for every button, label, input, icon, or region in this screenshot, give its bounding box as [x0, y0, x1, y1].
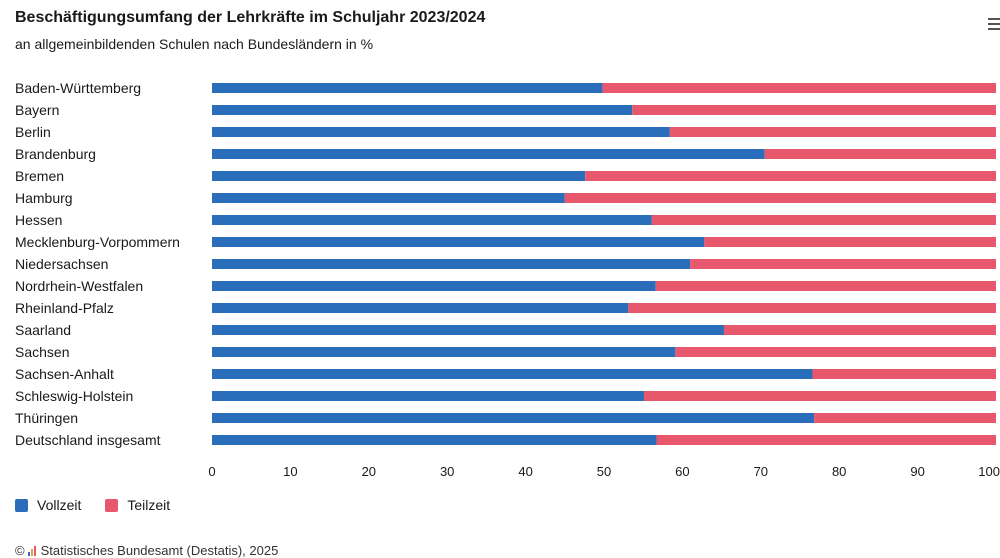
category-label-niedersachsen: Niedersachsen — [15, 256, 108, 272]
x-tick-label: 40 — [518, 464, 532, 479]
bar-vollzeit-sachsen-anhalt[interactable] — [212, 369, 813, 379]
bar-vollzeit-hamburg[interactable] — [212, 193, 565, 203]
legend-label-teilzeit: Teilzeit — [127, 497, 171, 513]
category-label-thueringen: Thüringen — [15, 410, 78, 426]
legend-swatch-vollzeit — [15, 498, 28, 512]
menu-line — [988, 18, 1000, 20]
destatis-logo-icon — [27, 545, 37, 556]
bar-vollzeit-rheinland-pfalz[interactable] — [212, 303, 629, 313]
x-tick-label: 50 — [597, 464, 611, 479]
category-label-baden-wuerttemberg: Baden-Württemberg — [15, 80, 141, 96]
bar-vollzeit-sachsen[interactable] — [212, 347, 676, 357]
category-label-rheinland-pfalz: Rheinland-Pfalz — [15, 300, 114, 316]
category-label-nordrhein-westfalen: Nordrhein-Westfalen — [15, 278, 143, 294]
bar-vollzeit-brandenburg[interactable] — [212, 149, 765, 159]
x-tick-label: 10 — [283, 464, 297, 479]
category-label-mecklenburg-vorpommern: Mecklenburg-Vorpommern — [15, 234, 180, 250]
bar-teilzeit-schleswig-holstein[interactable] — [643, 391, 996, 401]
source-credit: © Statistisches Bundesamt (Destatis), 20… — [15, 543, 278, 558]
bar-vollzeit-baden-wuerttemberg[interactable] — [212, 83, 603, 93]
category-label-bayern: Bayern — [15, 102, 59, 118]
x-tick-label: 60 — [675, 464, 689, 479]
menu-line — [988, 23, 1000, 25]
bar-teilzeit-baden-wuerttemberg[interactable] — [602, 83, 996, 93]
category-label-hessen: Hessen — [15, 212, 62, 228]
stacked-bar-chart: Baden-Württemberg Bayern Berlin Brandenburg… — [15, 80, 1000, 479]
bar-teilzeit-brandenburg[interactable] — [764, 149, 996, 159]
bar-teilzeit-hamburg[interactable] — [564, 193, 996, 203]
bar-teilzeit-sachsen-anhalt[interactable] — [812, 369, 996, 379]
x-tick-label: 70 — [754, 464, 768, 479]
category-label-hamburg: Hamburg — [15, 190, 73, 206]
category-label-saarland: Saarland — [15, 322, 71, 338]
bar-vollzeit-bremen[interactable] — [212, 171, 586, 181]
x-tick-label: 30 — [440, 464, 454, 479]
copyright-symbol: © — [15, 543, 25, 558]
legend-item-teilzeit[interactable]: Teilzeit — [105, 497, 170, 513]
legend-swatch-teilzeit — [105, 498, 119, 512]
x-tick-label: 90 — [910, 464, 924, 479]
credit-text: Statistisches Bundesamt (Destatis), 2025 — [40, 543, 279, 558]
x-tick-label: 20 — [362, 464, 376, 479]
bar-vollzeit-niedersachsen[interactable] — [212, 259, 691, 269]
x-tick-label: 100 — [978, 464, 1000, 479]
bar-teilzeit-nordrhein-westfalen[interactable] — [655, 281, 996, 291]
category-label-schleswig-holstein: Schleswig-Holstein — [15, 388, 133, 404]
bar-vollzeit-nordrhein-westfalen[interactable] — [212, 281, 656, 291]
legend-label-vollzeit: Vollzeit — [37, 497, 82, 513]
bar-vollzeit-schleswig-holstein[interactable] — [212, 391, 644, 401]
bar-teilzeit-deutschland-insgesamt[interactable] — [656, 435, 996, 445]
hamburger-menu-icon[interactable] — [988, 18, 1000, 30]
bar-teilzeit-thueringen[interactable] — [814, 413, 996, 423]
bar-teilzeit-rheinland-pfalz[interactable] — [628, 303, 996, 313]
bar-teilzeit-niedersachsen[interactable] — [690, 259, 996, 269]
chart-legend: Vollzeit Teilzeit — [15, 497, 194, 513]
category-label-berlin: Berlin — [15, 124, 51, 140]
bar-teilzeit-sachsen[interactable] — [675, 347, 996, 357]
chart-title: Beschäftigungsumfang der Lehrkräfte im S… — [15, 9, 486, 26]
bar-vollzeit-berlin[interactable] — [212, 127, 670, 137]
category-label-deutschland-insgesamt: Deutschland insgesamt — [15, 432, 161, 448]
menu-line — [988, 28, 1000, 30]
bar-teilzeit-berlin[interactable] — [669, 127, 996, 137]
bar-teilzeit-bayern[interactable] — [632, 105, 996, 115]
x-tick-label: 80 — [832, 464, 846, 479]
bar-vollzeit-thueringen[interactable] — [212, 413, 815, 423]
bar-vollzeit-mecklenburg-vorpommern[interactable] — [212, 237, 705, 247]
category-label-brandenburg: Brandenburg — [15, 146, 96, 162]
category-label-bremen: Bremen — [15, 168, 64, 184]
bar-vollzeit-deutschland-insgesamt[interactable] — [212, 435, 657, 445]
bar-teilzeit-mecklenburg-vorpommern[interactable] — [704, 237, 996, 247]
category-label-sachsen: Sachsen — [15, 344, 69, 360]
x-tick-label: 0 — [208, 464, 215, 479]
bar-vollzeit-hessen[interactable] — [212, 215, 652, 225]
bar-vollzeit-saarland[interactable] — [212, 325, 724, 335]
legend-item-vollzeit[interactable]: Vollzeit — [15, 497, 81, 513]
bar-teilzeit-hessen[interactable] — [651, 215, 996, 225]
bar-vollzeit-bayern[interactable] — [212, 105, 633, 115]
bar-teilzeit-bremen[interactable] — [585, 171, 996, 181]
chart-subtitle: an allgemeinbildenden Schulen nach Bunde… — [15, 36, 374, 52]
category-label-sachsen-anhalt: Sachsen-Anhalt — [15, 366, 114, 382]
bar-teilzeit-saarland[interactable] — [723, 325, 996, 335]
